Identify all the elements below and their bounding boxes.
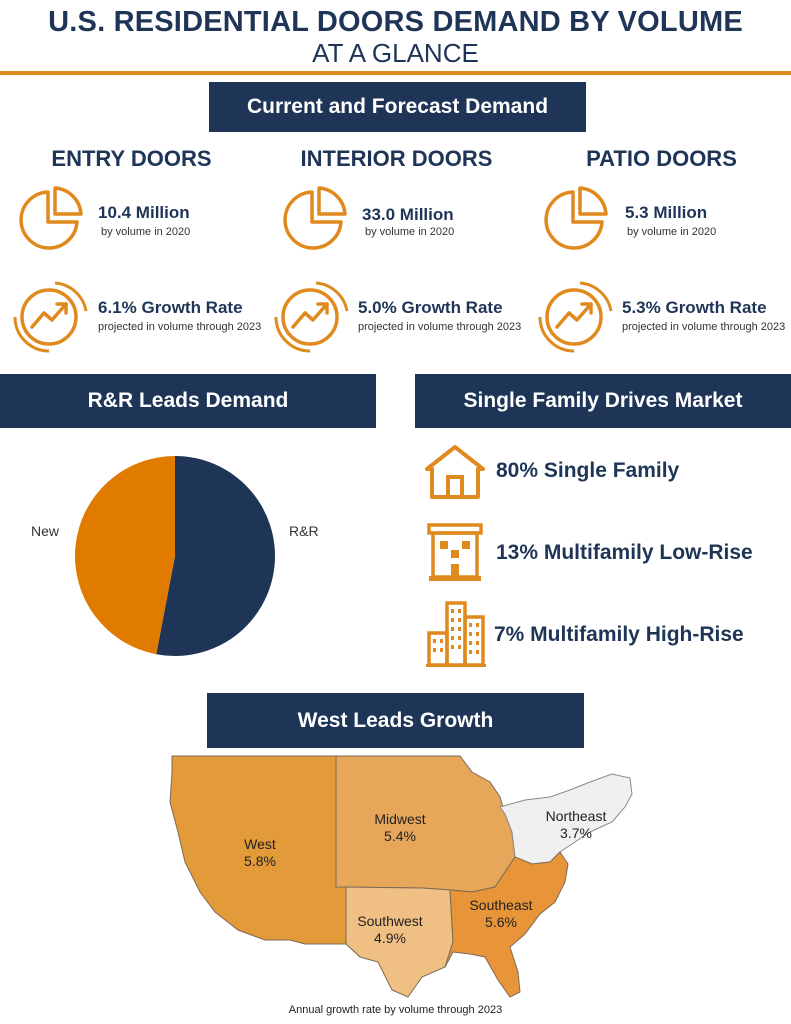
high-rise-building-icon	[426, 601, 486, 667]
interior-volume: 33.0 Million	[362, 205, 454, 224]
rr-leads-banner: R&R Leads Demand	[0, 374, 376, 428]
entry-volume: 10.4 Million	[98, 203, 190, 222]
patio-volume-note: by volume in 2020	[627, 226, 717, 238]
pie-label-new: New	[31, 523, 60, 539]
pie-slice-r-r	[156, 456, 275, 656]
region-label-west: West 5.8%	[244, 836, 276, 869]
entry-growth: 6.1% Growth Rate	[98, 298, 243, 317]
map-region-southwest	[345, 886, 454, 998]
interior-volume-note: by volume in 2020	[365, 226, 455, 238]
interior-doors-title: INTERIOR DOORS	[300, 146, 493, 171]
map-region-southeast	[444, 851, 569, 998]
patio-doors-title: PATIO DOORS	[586, 146, 737, 171]
patio-volume: 5.3 Million	[625, 203, 708, 222]
us-regions-map	[169, 755, 633, 998]
interior-growth: 5.0% Growth Rate	[358, 298, 503, 317]
map-caption: Annual growth rate by volume through 202…	[288, 1004, 503, 1016]
entry-growth-note: projected in volume through 2023	[98, 321, 262, 333]
page-title: U.S. RESIDENTIAL DOORS DEMAND BY VOLUME	[48, 6, 743, 38]
high-rise-stat: 7% Multifamily High-Rise	[494, 623, 744, 646]
pie-label-rr: R&R	[289, 523, 319, 539]
entry-volume-note: by volume in 2020	[101, 226, 191, 238]
header-divider	[0, 71, 791, 75]
house-icon	[425, 445, 485, 499]
patio-growth-note: projected in volume through 2023	[622, 321, 786, 333]
entry-doors-title: ENTRY DOORS	[51, 146, 212, 171]
growth-arrow-icon	[538, 281, 613, 353]
pie-chart-icon	[544, 186, 608, 250]
patio-growth: 5.3% Growth Rate	[622, 298, 767, 317]
region-label-southwest: Southwest 4.9%	[357, 913, 423, 946]
pie-chart-icon	[283, 186, 347, 250]
growth-arrow-icon	[274, 281, 349, 353]
page-subtitle: AT A GLANCE	[312, 38, 479, 68]
single-family-banner: Single Family Drives Market	[415, 374, 791, 428]
low-rise-stat: 13% Multifamily Low-Rise	[496, 541, 753, 564]
rr-pie-chart	[74, 456, 275, 656]
low-rise-building-icon	[427, 523, 483, 581]
single-family-stat: 80% Single Family	[496, 459, 680, 482]
region-label-northeast: Northeast 3.7%	[545, 808, 607, 841]
pie-slice-new	[74, 456, 175, 655]
current-forecast-banner: Current and Forecast Demand	[209, 82, 586, 132]
pie-chart-icon	[19, 186, 83, 250]
region-label-southeast: Southeast 5.6%	[469, 897, 533, 930]
interior-growth-note: projected in volume through 2023	[358, 321, 522, 333]
region-label-midwest: Midwest 5.4%	[374, 811, 426, 844]
west-leads-banner: West Leads Growth	[207, 693, 584, 748]
growth-arrow-icon	[13, 281, 88, 353]
